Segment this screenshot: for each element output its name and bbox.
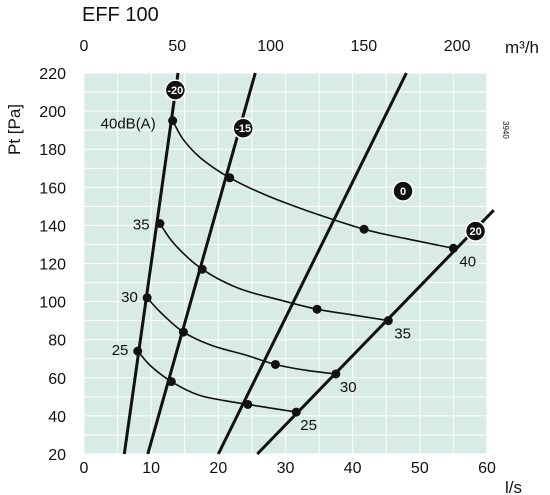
x2-tick-label: 200 [444, 38, 471, 55]
x-axis-label: l/s [505, 478, 522, 495]
chart-title: EFF 100 [82, 4, 159, 26]
curve-node [197, 264, 207, 274]
curve-node [383, 316, 393, 326]
damper-badge-label: -15 [235, 123, 251, 135]
damper-badge-label: 0 [400, 186, 406, 198]
x-tick-label: 10 [142, 460, 160, 477]
sound-curve-end-label: 30 [340, 379, 357, 396]
x-tick-label: 30 [277, 460, 295, 477]
curve-node [133, 346, 143, 356]
curve-node [448, 243, 458, 253]
sound-curve-end-label: 25 [300, 417, 317, 434]
curve-node [359, 224, 369, 234]
y-tick-label: 180 [39, 142, 66, 159]
y-tick-label: 140 [39, 218, 66, 235]
damper-badge-label: -20 [167, 85, 183, 97]
curve-node [166, 377, 176, 387]
sound-curves [137, 120, 454, 413]
damper-badge [464, 220, 487, 242]
x2-tick-label: 150 [351, 38, 378, 55]
x2-tick-label: 50 [168, 38, 186, 55]
y-tick-label: 80 [48, 333, 66, 350]
damper-line--20 [122, 72, 180, 455]
y-tick-label: 200 [39, 104, 66, 121]
damper-badge-label: 20 [469, 226, 481, 238]
sound-curve-35 [159, 223, 389, 322]
x-tick-label: 0 [80, 460, 89, 477]
y-axis-label: Pt [Pa] [5, 104, 24, 155]
y-tick-label: 20 [48, 447, 66, 464]
sound-curve-25 [137, 350, 297, 413]
curve-node [331, 369, 341, 379]
sound-curve-40dB(A) [171, 120, 454, 250]
sound-curve-start-label: 35 [133, 216, 150, 233]
y-tick-label: 160 [39, 180, 66, 197]
sound-curve-start-label: 30 [121, 289, 138, 306]
x-tick-label: 40 [344, 460, 362, 477]
x2-tick-label: 100 [257, 38, 284, 55]
y-tick-label: 120 [39, 257, 66, 274]
y-tick-label: 220 [39, 66, 66, 83]
curve-node [225, 173, 235, 183]
curve-nodes [133, 116, 458, 417]
sound-curve-start-label: 25 [112, 342, 129, 359]
curve-labels: 40dB(A) 40 35 35 30 30 25 25 -20 -15 0 20 [101, 79, 487, 434]
damper-badge [164, 79, 187, 101]
y-tick-label: 40 [48, 409, 66, 426]
sound-curve-30 [146, 297, 336, 375]
x2-axis-label: m³/h [505, 38, 539, 57]
sound-curve-end-label: 40 [459, 253, 476, 270]
y-axis-label-text: Pt [Pa] [5, 104, 24, 155]
curve-node [291, 407, 301, 417]
sound-curve-end-label: 35 [394, 326, 411, 343]
x-tick-label: 50 [411, 460, 429, 477]
x-tick-label: 60 [478, 460, 496, 477]
damper-line-0 [216, 72, 408, 455]
sound-curve-start-label: 40dB(A) [101, 116, 156, 133]
curve-node [155, 218, 165, 228]
x-tick-label: 20 [209, 460, 227, 477]
curve-node [142, 293, 152, 303]
damper-badge [392, 180, 414, 202]
curve-node [270, 359, 280, 369]
curve-node [312, 304, 322, 314]
y-tick-label: 60 [48, 371, 66, 388]
damper-badge [232, 117, 254, 139]
y-tick-label: 100 [39, 295, 66, 312]
x2-tick-label: 0 [80, 38, 89, 55]
curve-node [178, 327, 188, 337]
curve-node [243, 399, 253, 409]
curve-node [168, 116, 178, 126]
side-code: 3940 [501, 121, 510, 139]
